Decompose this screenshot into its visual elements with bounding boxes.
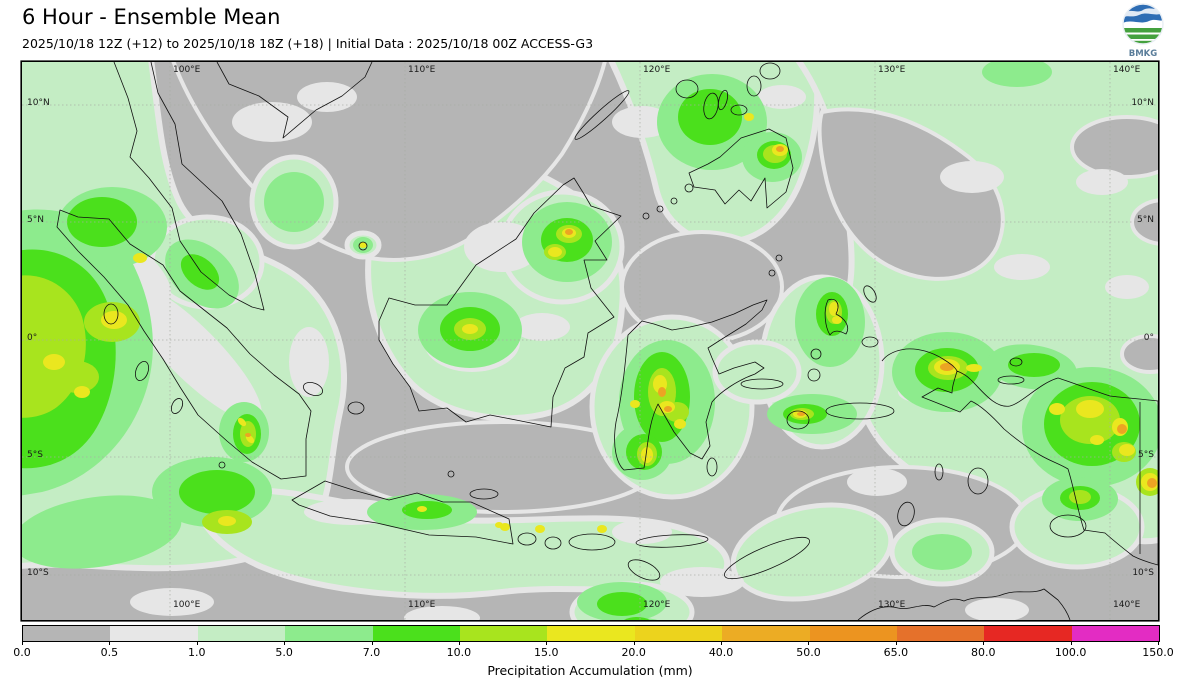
grid-label: 5°S xyxy=(1138,450,1154,460)
colorbar-tick-label: 150.0 xyxy=(1142,646,1174,659)
forecast-period-subtitle: 2025/10/18 12Z (+12) to 2025/10/18 18Z (… xyxy=(22,36,594,51)
colorbar-tick-label: 15.0 xyxy=(534,646,559,659)
colorbar-label: Precipitation Accumulation (mm) xyxy=(487,663,693,678)
colorbar-tick-labels: 0.0 0.5 1.0 5.0 7.0 10.0 15.0 20.0 40.0 50.0 65.0 8… xyxy=(13,646,1174,660)
map-area: 100°E 110°E 120°E 130°E 140°E 100°E 110°… xyxy=(22,62,1158,620)
page-title: 6 Hour - Ensemble Mean xyxy=(22,5,281,29)
colorbar-segment xyxy=(896,626,985,641)
grid-label: 110°E xyxy=(408,600,436,610)
colorbar-segment xyxy=(459,626,548,641)
colorbar xyxy=(22,625,1160,642)
colorbar-tick-label: 5.0 xyxy=(275,646,293,659)
grid-label: 110°E xyxy=(408,65,436,75)
coastlines xyxy=(56,62,1158,620)
grid-label: 10°S xyxy=(1132,568,1154,578)
bmkg-logo-icon: BMKG xyxy=(1122,3,1164,59)
bmkg-logo: BMKG xyxy=(1119,1,1167,63)
colorbar-tick-label: 1.0 xyxy=(188,646,206,659)
grid-label: 5°N xyxy=(1137,215,1154,225)
grid-label: 130°E xyxy=(878,65,906,75)
colorbar-tick-label: 65.0 xyxy=(883,646,909,659)
precipitation-map-graphic xyxy=(22,62,1158,620)
colorbar-segment xyxy=(809,626,897,641)
colorbar-segment xyxy=(1071,626,1160,641)
colorbar-segment xyxy=(722,626,810,641)
colorbar-segment xyxy=(110,626,198,641)
grid-label: 120°E xyxy=(643,65,671,75)
graticule-gridlines xyxy=(22,62,1158,620)
precip-layer-20mm-plus xyxy=(245,146,1157,488)
colorbar-segment xyxy=(197,626,286,641)
grid-label: 10°N xyxy=(1131,98,1154,108)
colorbar-tick-label: 0.5 xyxy=(100,646,119,659)
colorbar-segment xyxy=(23,626,111,641)
colorbar-tick-label: 10.0 xyxy=(446,646,472,659)
grid-label: 10°N xyxy=(27,98,50,108)
colorbar-tick-label: 0.0 xyxy=(13,646,31,659)
colorbar-tick-label: 40.0 xyxy=(708,646,734,659)
colorbar-tick-label: 80.0 xyxy=(970,646,996,659)
colorbar-tick-label: 7.0 xyxy=(362,646,381,659)
colorbar-tick-label: 20.0 xyxy=(621,646,646,659)
colorbar-segment xyxy=(984,626,1072,641)
precip-layer-15-20mm xyxy=(43,113,1158,533)
grid-label: 100°E xyxy=(173,600,201,610)
colorbar-ticks xyxy=(22,641,1159,645)
colorbar-segment xyxy=(285,626,373,641)
grid-label: 120°E xyxy=(643,600,671,610)
grid-label: 0° xyxy=(27,333,38,343)
colorbar-tick-label: 50.0 xyxy=(796,646,821,659)
colorbar-segment xyxy=(547,626,635,641)
grid-label: 130°E xyxy=(878,600,906,610)
grid-label: 5°S xyxy=(27,450,43,460)
grid-label: 140°E xyxy=(1113,600,1141,610)
grid-label: 140°E xyxy=(1113,65,1141,75)
grid-label: 5°N xyxy=(27,215,44,225)
colorbar-segment xyxy=(372,626,460,641)
grid-label: 100°E xyxy=(173,65,201,75)
grid-label: 10°S xyxy=(27,568,49,578)
bmkg-logo-text: BMKG xyxy=(1129,49,1158,59)
colorbar-tick-label: 100.0 xyxy=(1054,646,1087,659)
grid-label: 0° xyxy=(1143,333,1154,343)
colorbar-segment xyxy=(634,626,723,641)
